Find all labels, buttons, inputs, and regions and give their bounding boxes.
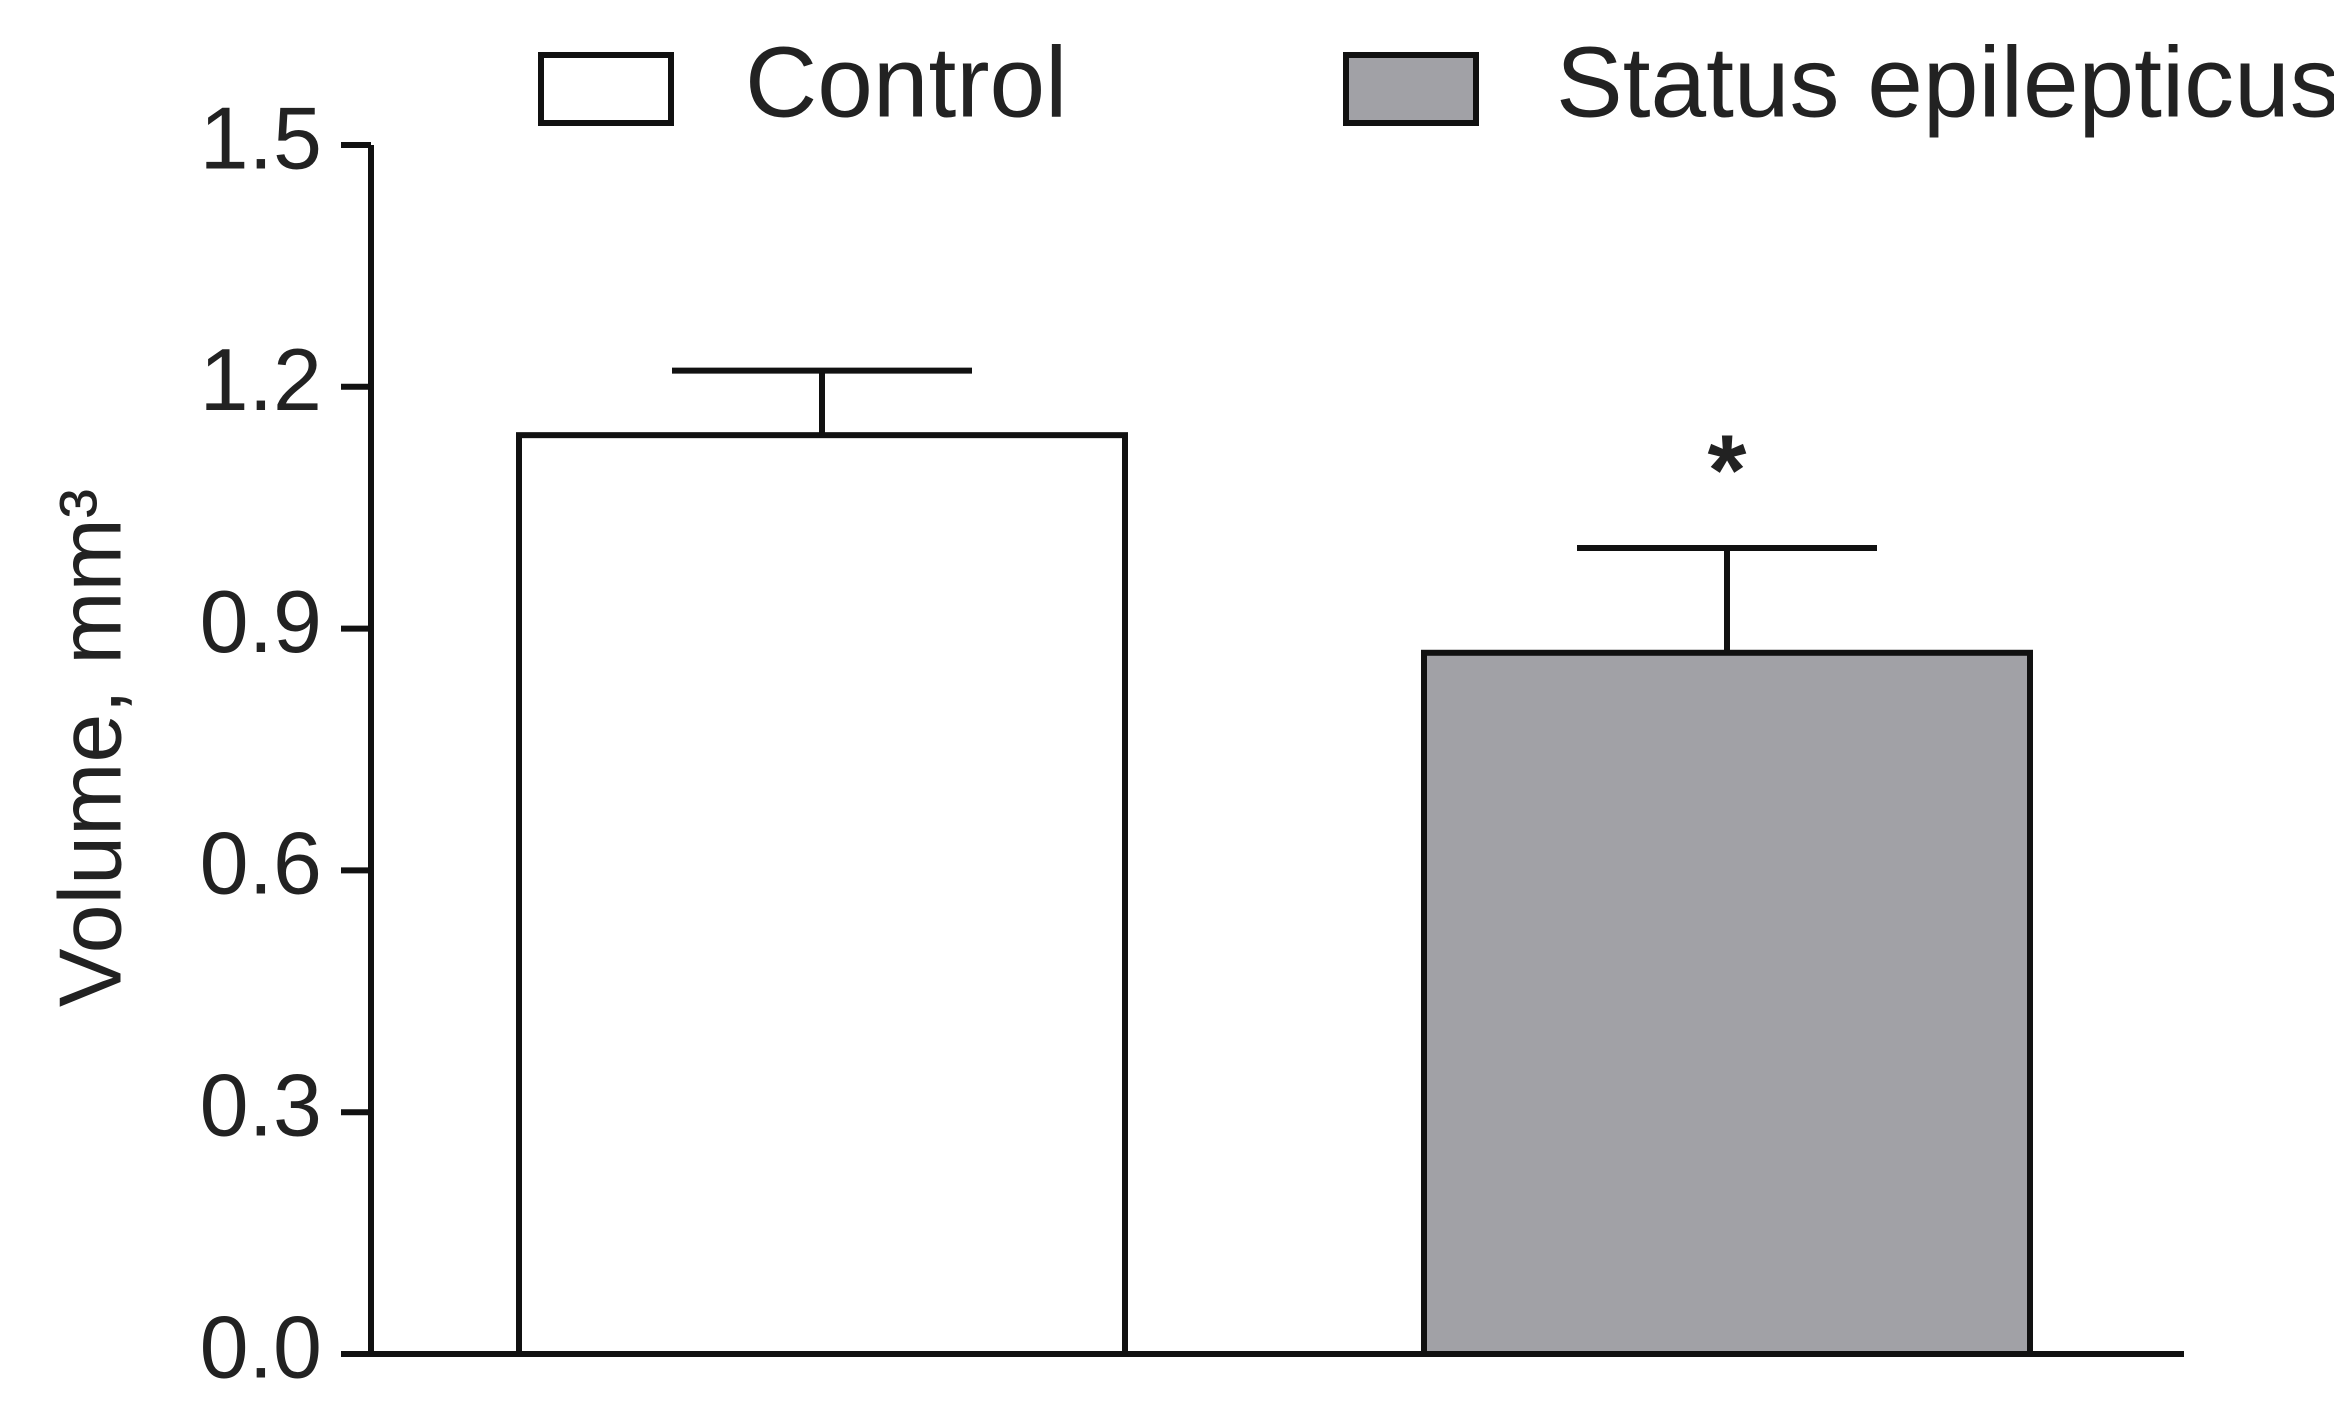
legend-label: Status epilepticus (1556, 26, 2334, 138)
legend-label: Control (745, 26, 1067, 138)
y-tick-label: 0.0 (200, 1297, 322, 1396)
legend-swatch (1343, 52, 1479, 126)
y-tick-label: 1.2 (200, 330, 322, 429)
significance-marker: * (1708, 414, 1747, 526)
y-tick-label: 1.5 (200, 88, 322, 187)
y-tick-label: 0.6 (200, 814, 322, 913)
y-tick-label: 0.9 (200, 572, 322, 671)
bar (516, 432, 1128, 1358)
y-axis-label: Volume, mm³ (40, 489, 139, 1007)
y-tick-label: 0.3 (200, 1055, 322, 1154)
bar (1421, 649, 2033, 1357)
legend-swatch (538, 52, 674, 126)
